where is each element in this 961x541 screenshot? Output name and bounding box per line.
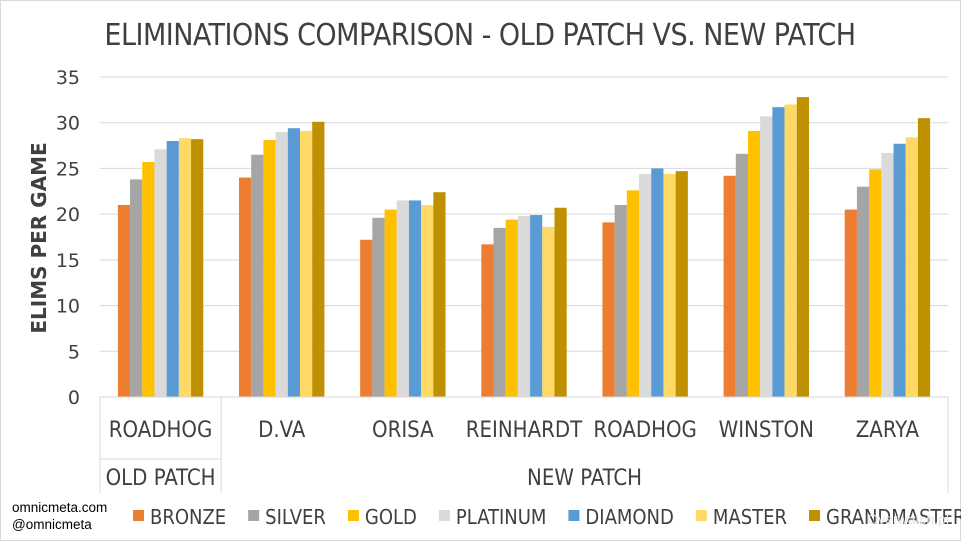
bar-master-4 [663,173,676,397]
chart-title: ELIMINATIONS COMPARISON - OLD PATCH VS. … [104,18,855,53]
y-tick-label: 10 [56,296,80,318]
watermark: Overwatch.pl [867,511,949,527]
bar-platinum-4 [639,173,652,397]
bar-master-5 [784,104,797,397]
bar-gold-1 [263,140,276,398]
legend-label-grandmaster: GRANDMASTER [826,505,961,529]
legend-label-diamond: DIAMOND [585,505,673,529]
legend-swatch-bronze [133,510,144,521]
bar-grandmaster-3 [554,207,567,397]
x-tick-label: REINHARDT [466,418,583,443]
bar-bronze-2 [360,239,373,397]
y-tick-label: 20 [56,204,80,226]
bar-diamond-5 [772,107,785,398]
bar-silver-6 [856,186,870,397]
x-tick-label: D.VA [258,418,306,443]
bar-bronze-5 [723,175,736,397]
bar-diamond-2 [408,200,422,397]
legend-label-bronze: BRONZE [150,505,226,529]
bar-diamond-4 [651,168,664,397]
bar-gold-5 [747,130,761,397]
bar-platinum-1 [275,131,288,397]
bar-silver-0 [130,179,143,397]
legend-label-gold: GOLD [365,505,417,529]
x-tick-label: WINSTON [719,418,814,443]
bar-platinum-6 [881,152,894,397]
bar-platinum-0 [154,149,167,397]
bar-platinum-5 [760,116,773,398]
bar-grandmaster-4 [675,171,688,397]
x-tick-label: ROADHOG [593,418,697,443]
y-axis-label: ELIMS PER GAME [27,142,51,333]
bar-gold-0 [142,162,155,397]
group-label: OLD PATCH [106,466,216,491]
bar-bronze-3 [481,244,494,397]
group-label: NEW PATCH [527,466,642,491]
legend-swatch-gold [347,510,359,521]
bar-diamond-6 [893,143,906,397]
bar-bronze-4 [602,222,615,397]
legend-label-platinum: PLATINUM [456,505,547,529]
bar-silver-1 [251,154,264,397]
bar-gold-3 [505,219,518,397]
bar-diamond-1 [287,128,301,397]
legend-swatch-master [695,510,707,521]
x-tick-label: ZARYA [856,418,920,443]
bar-master-6 [905,137,918,398]
y-tick-label: 35 [56,67,80,89]
credit-handle: @omnicmeta [12,517,92,532]
credit-site: omnicmeta.com [12,500,108,515]
bar-master-2 [421,205,434,397]
legend-swatch-diamond [568,510,580,521]
bar-grandmaster-0 [191,139,204,397]
y-tick-label: 30 [56,113,80,135]
bar-grandmaster-6 [917,118,931,398]
legend-swatch-silver [248,510,260,521]
bar-gold-2 [384,209,397,397]
y-tick-label: 0 [68,387,80,409]
bar-master-3 [542,226,555,397]
bar-silver-3 [493,227,506,397]
bar-silver-5 [735,153,748,397]
y-tick-label: 15 [56,250,80,272]
legend-swatch-platinum [438,510,450,521]
legend-swatch-grandmaster [809,510,820,521]
bar-bronze-0 [117,205,131,397]
bar-gold-4 [626,190,640,397]
x-tick-label: ORISA [372,418,434,443]
legend-label-silver: SILVER [265,505,326,529]
bar-bronze-1 [239,177,252,397]
bar-gold-6 [869,169,882,397]
bar-master-0 [178,138,192,397]
legend-label-master: MASTER [713,505,787,529]
bar-bronze-6 [844,209,857,397]
bar-platinum-2 [396,200,409,397]
bar-diamond-3 [530,215,543,397]
y-tick-label: 5 [68,341,80,363]
bar-silver-2 [372,217,385,397]
bar-diamond-0 [166,141,179,397]
bar-grandmaster-5 [796,97,809,397]
bar-platinum-3 [517,215,531,397]
bar-master-1 [300,130,313,397]
bar-grandmaster-2 [433,192,446,397]
bar-grandmaster-1 [312,121,325,398]
bar-silver-4 [614,205,627,397]
x-tick-label: ROADHOG [109,418,213,443]
y-tick-label: 25 [56,158,80,180]
